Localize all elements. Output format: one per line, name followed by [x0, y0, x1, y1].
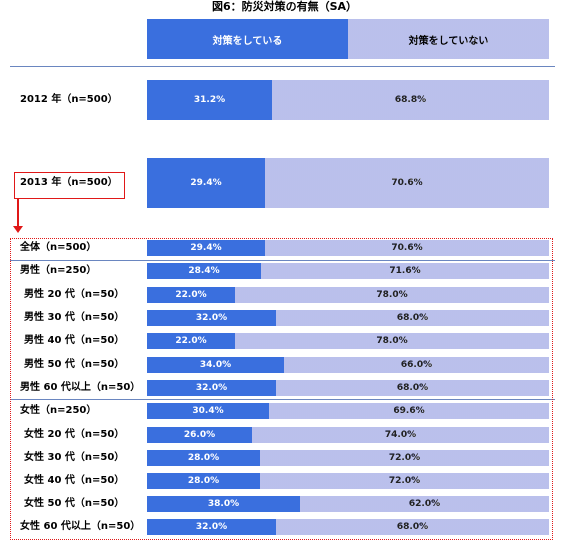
bar-not: 68.0%: [276, 310, 549, 326]
row-label: 男性（n=250）: [20, 265, 97, 276]
bar-not: 66.0%: [284, 357, 549, 373]
bar-do: 38.0%: [147, 496, 300, 512]
bar-do: 29.4%: [147, 158, 265, 208]
highlight-2013-box: [14, 172, 125, 199]
bar-do: 26.0%: [147, 427, 252, 443]
bar-not: 74.0%: [252, 427, 549, 443]
row-label: 女性（n=250）: [20, 405, 97, 416]
bar-do: 22.0%: [147, 333, 235, 349]
row-label: 2012 年（n=500）: [20, 94, 118, 105]
bar-do: 28.4%: [147, 263, 261, 279]
bar-not: 72.0%: [260, 450, 549, 466]
legend-header-not: 対策をしていない: [348, 19, 549, 59]
separator-total: [10, 260, 555, 261]
row-label: 女性 40 代（n=50）: [24, 475, 125, 486]
bar-not: 70.6%: [265, 240, 549, 256]
bar-not: 68.8%: [272, 80, 549, 120]
bar-not: 68.0%: [276, 380, 549, 396]
row-label: 2013 年（n=500）: [20, 177, 118, 188]
row-label: 全体（n=500）: [20, 242, 97, 253]
bar-not: 72.0%: [260, 473, 549, 489]
breakdown-dotted-frame: [10, 238, 553, 540]
bar-do: 34.0%: [147, 357, 284, 373]
bar-do: 32.0%: [147, 519, 276, 535]
row-label: 男性 40 代（n=50）: [24, 335, 125, 346]
bar-do: 32.0%: [147, 310, 276, 326]
bar-do: 22.0%: [147, 287, 235, 303]
row-label: 男性 60 代以上（n=50）: [20, 382, 141, 393]
bar-not: 69.6%: [269, 403, 549, 419]
separator-gender: [10, 399, 555, 400]
bar-not: 68.0%: [276, 519, 549, 535]
bar-do: 30.4%: [147, 403, 269, 419]
bar-not: 71.6%: [261, 263, 549, 279]
highlight-arrow-icon: [13, 226, 23, 233]
bar-not: 62.0%: [300, 496, 549, 512]
bar-do: 32.0%: [147, 380, 276, 396]
bar-not: 78.0%: [235, 287, 549, 303]
bar-do: 28.0%: [147, 473, 260, 489]
row-label: 女性 20 代（n=50）: [24, 429, 125, 440]
highlight-connector: [17, 199, 19, 228]
row-label: 男性 20 代（n=50）: [24, 289, 125, 300]
row-label: 女性 50 代（n=50）: [24, 498, 125, 509]
bar-do: 28.0%: [147, 450, 260, 466]
row-label: 女性 30 代（n=50）: [24, 452, 125, 463]
bar-not: 78.0%: [235, 333, 549, 349]
row-label: 男性 50 代（n=50）: [24, 359, 125, 370]
bar-not: 70.6%: [265, 158, 549, 208]
chart-title: 図6：防災対策の有無（SA）: [211, 0, 358, 13]
legend-header-do: 対策をしている: [147, 19, 348, 59]
row-label: 男性 30 代（n=50）: [24, 312, 125, 323]
row-label: 女性 60 代以上（n=50）: [20, 521, 141, 532]
bar-do: 29.4%: [147, 240, 265, 256]
separator-top: [10, 66, 555, 67]
bar-do: 31.2%: [147, 80, 272, 120]
